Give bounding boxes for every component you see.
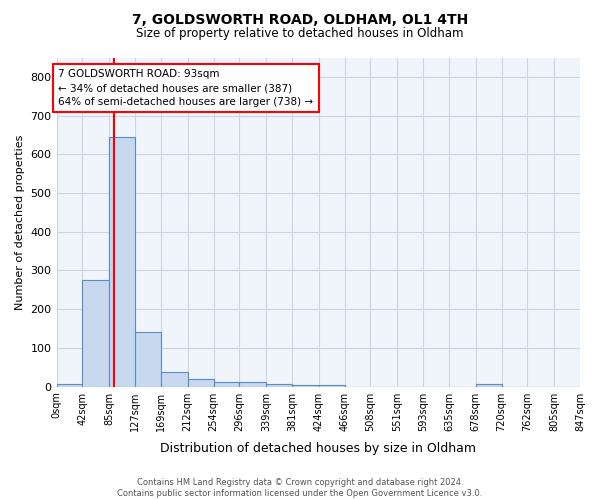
Bar xyxy=(161,372,188,386)
Text: Size of property relative to detached houses in Oldham: Size of property relative to detached ho… xyxy=(136,28,464,40)
Y-axis label: Number of detached properties: Number of detached properties xyxy=(15,134,25,310)
Bar xyxy=(56,384,82,386)
Bar xyxy=(214,382,239,386)
Text: 7 GOLDSWORTH ROAD: 93sqm
← 34% of detached houses are smaller (387)
64% of semi-: 7 GOLDSWORTH ROAD: 93sqm ← 34% of detach… xyxy=(58,69,314,107)
Bar xyxy=(109,137,135,386)
Bar xyxy=(292,384,319,386)
Bar xyxy=(135,332,161,386)
Text: Contains HM Land Registry data © Crown copyright and database right 2024.
Contai: Contains HM Land Registry data © Crown c… xyxy=(118,478,482,498)
X-axis label: Distribution of detached houses by size in Oldham: Distribution of detached houses by size … xyxy=(160,442,476,455)
Bar xyxy=(188,379,214,386)
Bar xyxy=(82,280,109,386)
Text: 7, GOLDSWORTH ROAD, OLDHAM, OL1 4TH: 7, GOLDSWORTH ROAD, OLDHAM, OL1 4TH xyxy=(132,12,468,26)
Bar xyxy=(239,382,266,386)
Bar xyxy=(319,384,344,386)
Bar xyxy=(266,384,292,386)
Bar xyxy=(476,384,502,386)
